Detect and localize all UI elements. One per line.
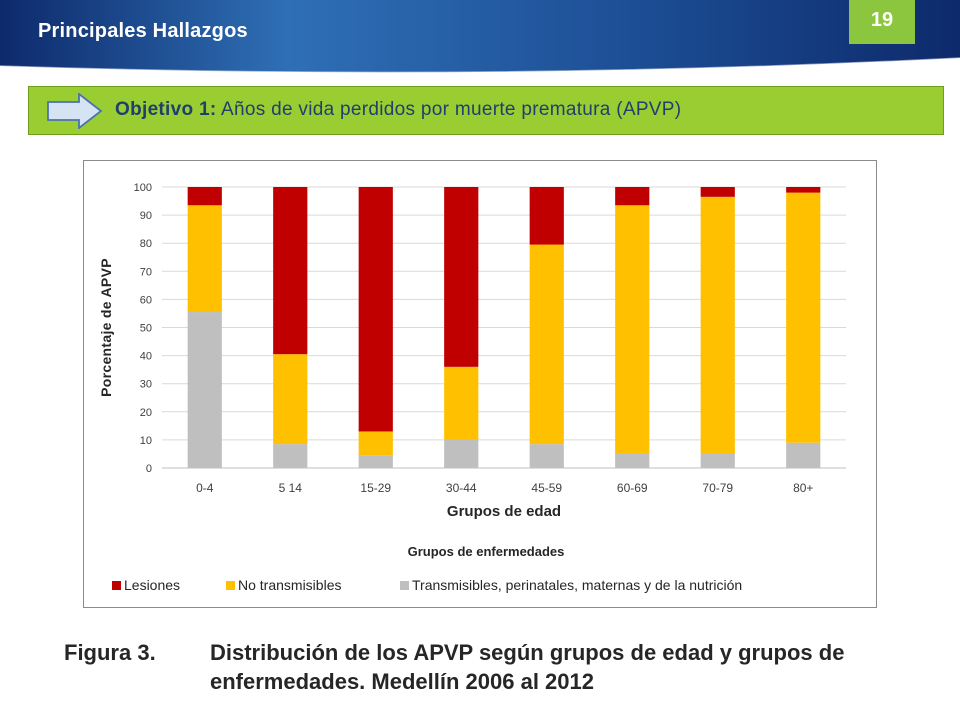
bar-segment	[700, 187, 735, 197]
bar-segment	[786, 442, 821, 468]
bar-segment	[358, 431, 393, 456]
bar-segment	[529, 444, 564, 468]
bar-segment	[700, 196, 735, 454]
y-axis-title: Porcentaje de APVP	[98, 258, 114, 397]
y-tick-label: 80	[140, 238, 152, 250]
legend-label: No transmisibles	[238, 577, 341, 593]
x-tick-label: 45-59	[531, 481, 562, 495]
x-tick-label: 0-4	[196, 481, 214, 495]
bar-segment	[444, 366, 479, 440]
x-tick-label: 70-79	[702, 481, 733, 495]
caption-text: Distribución de los APVP según grupos de…	[210, 640, 845, 694]
bar-segment	[187, 312, 222, 468]
legend-swatch	[226, 581, 235, 590]
bar-segment	[273, 354, 308, 445]
x-tick-label: 80+	[793, 481, 813, 495]
objective-description: Años de vida perdidos por muerte prematu…	[221, 99, 682, 120]
page-number-badge: 19	[849, 0, 915, 44]
y-tick-label: 70	[140, 266, 152, 278]
bar-segment	[358, 455, 393, 468]
legend-label: Transmisibles, perinatales, maternas y d…	[412, 577, 742, 593]
legend-title: Grupos de enfermedades	[408, 544, 565, 559]
y-tick-label: 0	[146, 463, 152, 475]
bar-segment	[358, 187, 393, 432]
y-tick-label: 20	[140, 407, 152, 419]
bar-segment	[615, 187, 650, 206]
y-tick-label: 100	[134, 182, 152, 194]
y-tick-label: 40	[140, 351, 152, 363]
x-tick-label: 15-29	[360, 481, 391, 495]
x-tick-label: 60-69	[617, 481, 648, 495]
arrow-right-icon	[47, 93, 103, 129]
bar-segment	[786, 187, 821, 193]
bar-segment	[615, 453, 650, 468]
x-tick-label: 30-44	[446, 481, 477, 495]
slide-title: Principales Hallazgos	[38, 20, 248, 42]
bar-segment	[187, 205, 222, 313]
objective-label: Objetivo 1:	[115, 99, 217, 120]
header-background	[0, 0, 960, 74]
stacked-bar-chart: 0 10 20 30 40 50 60 70 80 90 100 0-4 5 14 15-29 30-44 4…	[98, 182, 846, 593]
legend-label: Lesiones	[124, 577, 180, 593]
objective-banner: Objetivo 1: Años de vida perdidos por mu…	[28, 86, 944, 135]
y-tick-label: 50	[140, 323, 152, 335]
bar-segment	[529, 244, 564, 445]
bar-segment	[615, 205, 650, 454]
x-axis-title: Grupos de edad	[447, 503, 561, 520]
bar-segment	[187, 187, 222, 206]
x-tick-label: 5 14	[279, 481, 303, 495]
y-tick-label: 30	[140, 379, 152, 391]
bar-segment	[273, 444, 308, 468]
y-tick-label: 90	[140, 210, 152, 222]
bar-segment	[700, 453, 735, 468]
legend-swatch	[400, 581, 409, 590]
objective-heading: Objetivo 1: Años de vida perdidos por mu…	[115, 99, 681, 121]
bar-segment	[444, 439, 479, 468]
y-tick-label: 10	[140, 435, 152, 447]
bar-segment	[786, 192, 821, 443]
header-band: Principales Hallazgos	[0, 0, 960, 78]
bar-segment	[273, 187, 308, 355]
caption-label: Figura 3.	[64, 640, 156, 665]
bar-segment	[529, 187, 564, 245]
chart-container: 0 10 20 30 40 50 60 70 80 90 100 0-4 5 14 15-29 30-44 4…	[83, 160, 877, 608]
y-tick-label: 60	[140, 294, 152, 306]
bar-segment	[444, 187, 479, 367]
legend-swatch	[112, 581, 121, 590]
